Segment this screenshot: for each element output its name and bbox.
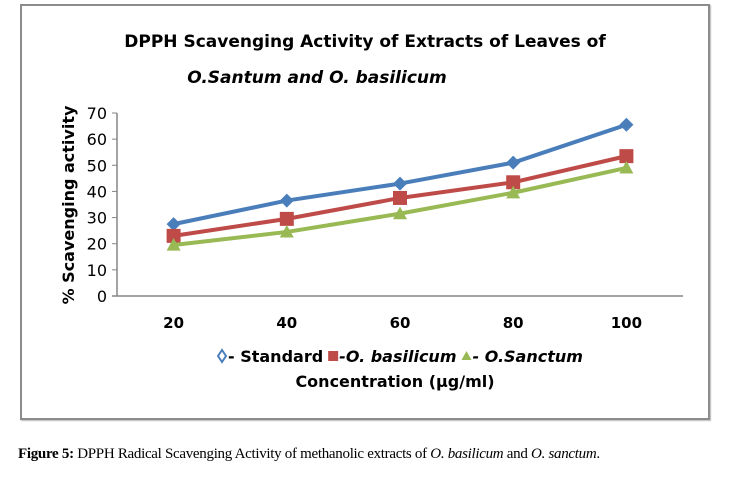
data-point <box>393 176 407 191</box>
data-point <box>279 193 294 208</box>
caption-label: Figure 5: <box>18 446 74 462</box>
legend-square-icon <box>328 351 339 361</box>
y-tick-label: 30 <box>87 209 107 228</box>
caption-end: . <box>596 446 600 462</box>
y-axis-label: % Scavenging activity <box>59 105 78 304</box>
chart-subtitle: O.Santum and O. basilicum <box>187 68 446 88</box>
y-tick-label: 0 <box>97 287 107 306</box>
y-tick-label: 70 <box>87 104 107 123</box>
caption-species-1: O. basilicum <box>430 446 504 462</box>
chart-frame <box>20 4 710 420</box>
data-point <box>619 117 634 132</box>
legend-triangle-icon <box>461 351 472 360</box>
x-tick-label: 40 <box>276 314 297 332</box>
data-point <box>166 217 181 232</box>
x-axis-label: Concentration (µg/ml) <box>295 372 494 391</box>
figure-caption: Figure 5: DPPH Radical Scavenging Activi… <box>18 446 600 463</box>
y-tick-label: 20 <box>87 235 107 254</box>
x-tick-label: 60 <box>390 314 411 332</box>
legend-label: -O. basilicum <box>339 347 456 366</box>
caption-text: DPPH Radical Scavenging Activity of meth… <box>73 446 431 462</box>
caption-species-2: O. sanctum <box>531 446 597 462</box>
data-point <box>506 155 521 170</box>
line-chart: DPPH Scavenging Activity of Extracts of … <box>59 32 683 391</box>
data-point <box>279 211 294 226</box>
data-point <box>166 238 181 251</box>
data-point <box>619 149 634 164</box>
data-point <box>506 185 521 199</box>
x-tick-label: 100 <box>611 314 642 332</box>
data-point <box>393 190 407 205</box>
x-tick-label: 20 <box>163 314 184 332</box>
x-tick-label: 80 <box>503 314 524 332</box>
y-tick-label: 40 <box>87 182 107 201</box>
data-point <box>506 175 521 190</box>
y-tick-label: 50 <box>87 156 107 175</box>
legend-label: - Standard <box>228 347 323 366</box>
data-point <box>279 224 294 238</box>
chart-title: DPPH Scavenging Activity of Extracts of … <box>124 32 606 52</box>
data-point <box>619 160 634 174</box>
data-point <box>166 228 181 243</box>
legend-diamond-icon <box>216 348 228 364</box>
legend-label: - O.Sanctum <box>472 347 582 366</box>
caption-text-2: and <box>503 446 532 462</box>
data-point <box>393 206 407 220</box>
y-tick-label: 10 <box>87 261 107 280</box>
legend: - Standard -O. basilicum - O.Sanctum <box>216 347 583 366</box>
y-tick-label: 60 <box>87 130 107 149</box>
